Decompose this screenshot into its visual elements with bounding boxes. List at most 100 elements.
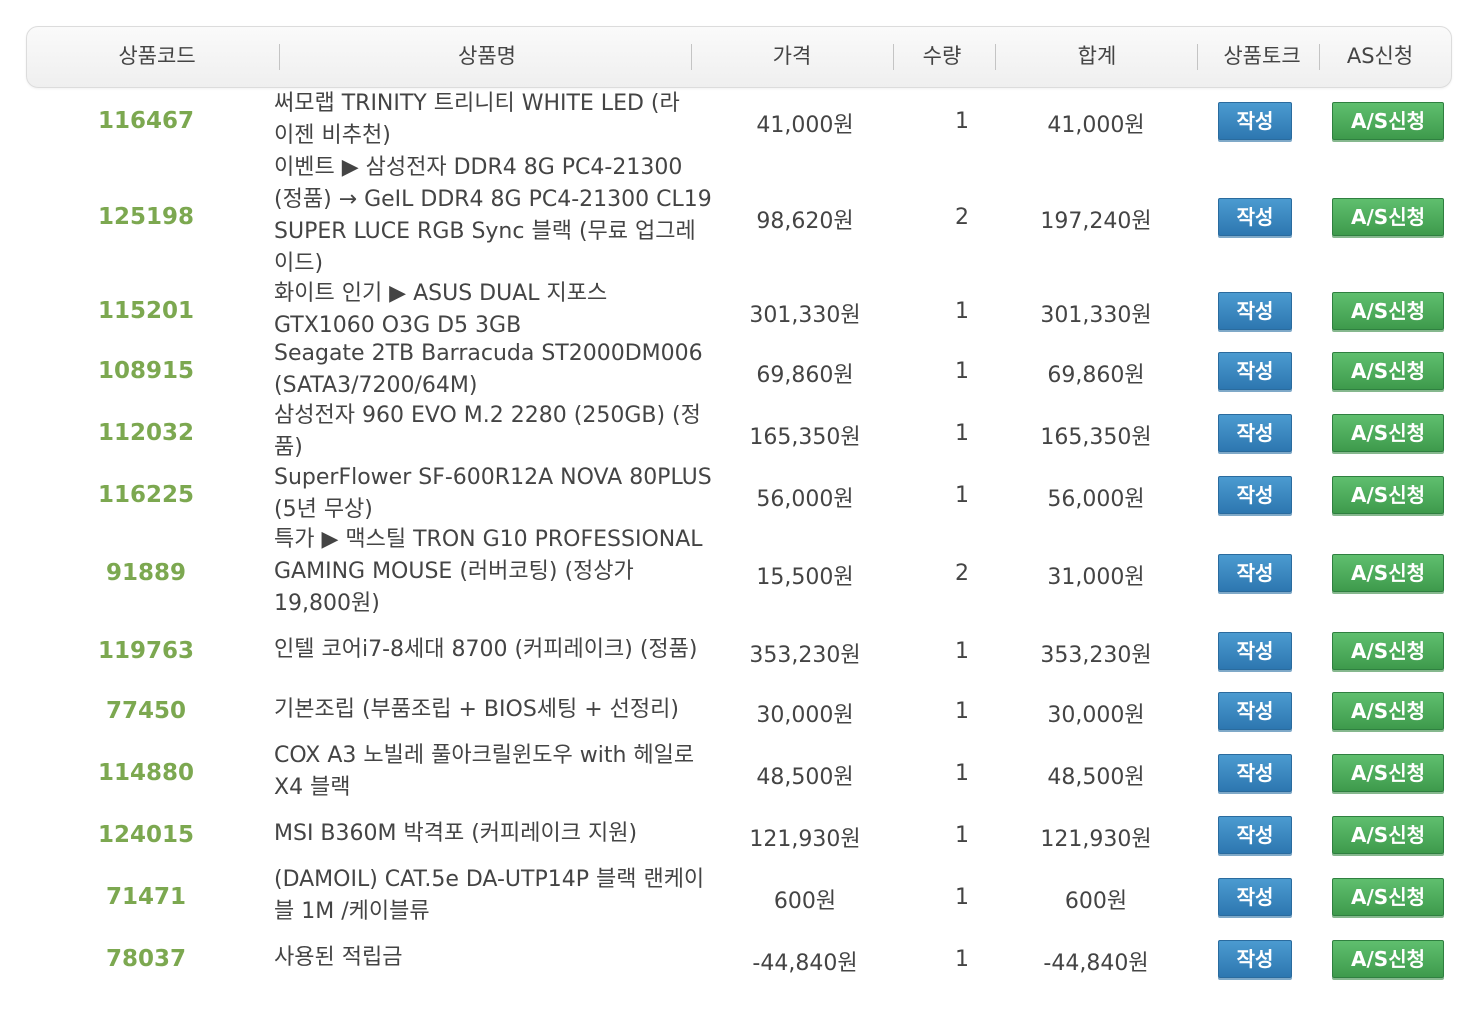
product-code[interactable]: 114880: [97, 760, 195, 786]
product-name-line: 품): [274, 435, 303, 460]
product-code[interactable]: 115201: [97, 298, 195, 324]
product-name-line: (DAMOIL) CAT.5e DA-UTP14P 블랙 랜케이: [274, 867, 705, 892]
write-review-button[interactable]: 작성: [1218, 352, 1292, 390]
product-code[interactable]: 124015: [97, 822, 195, 848]
as-request-button[interactable]: A/S신청: [1332, 102, 1444, 140]
product-name-line: 인텔 코어i7-8세대 8700 (커피레이크) (정품): [274, 637, 698, 662]
product-name-line: 이드): [274, 251, 324, 276]
write-review-button[interactable]: 작성: [1218, 632, 1292, 670]
header-divider: [1319, 44, 1320, 70]
as-request-button[interactable]: A/S신청: [1332, 692, 1444, 730]
product-name[interactable]: 이벤트 ▶ 삼성전자 DDR4 8G PC4-21300 (정품) → GeIL …: [274, 152, 724, 280]
line-total: 121,930원: [1040, 827, 1152, 852]
product-name[interactable]: SuperFlower SF-600R12A NOVA 80PLUS (5년 무상…: [274, 462, 724, 526]
product-name[interactable]: MSI B360M 박격포 (커피레이크 지원): [274, 818, 724, 850]
as-request-button[interactable]: A/S신청: [1332, 292, 1444, 330]
write-review-button[interactable]: 작성: [1218, 476, 1292, 514]
product-name[interactable]: 기본조립 (부품조립 + BIOS세팅 + 선정리): [274, 694, 724, 726]
write-review-button[interactable]: 작성: [1218, 414, 1292, 452]
line-total: -44,840원: [1043, 951, 1149, 976]
as-request-button[interactable]: A/S신청: [1332, 352, 1444, 390]
line-total: 197,240원: [1040, 209, 1152, 234]
product-name-line: GAMING MOUSE (러버코팅) (정상가: [274, 559, 634, 584]
product-name[interactable]: 특가 ▶ 맥스틸 TRON G10 PROFESSIONAL GAMING MOU…: [274, 524, 724, 620]
product-code[interactable]: 125198: [97, 204, 195, 230]
product-name-line: MSI B360M 박격포 (커피레이크 지원): [274, 821, 638, 846]
product-name-line: 사용된 적립금: [274, 945, 403, 970]
product-code[interactable]: 119763: [97, 638, 195, 664]
header-name: 상품명: [458, 44, 516, 68]
write-review-button[interactable]: 작성: [1218, 816, 1292, 854]
write-review-button[interactable]: 작성: [1218, 940, 1292, 978]
write-review-button[interactable]: 작성: [1218, 292, 1292, 330]
quantity: 1: [955, 761, 969, 786]
product-name-line: (5년 무상): [274, 497, 373, 522]
quantity: 1: [955, 885, 969, 910]
product-code[interactable]: 71471: [105, 884, 187, 910]
quantity: 2: [955, 561, 969, 586]
unit-price: 600원: [773, 889, 837, 914]
product-code[interactable]: 112032: [97, 420, 195, 446]
product-code[interactable]: 91889: [105, 560, 187, 586]
product-name-line: (정품) → GeIL DDR4 8G PC4-21300 CL19: [274, 187, 712, 212]
product-name[interactable]: COX A3 노빌레 풀아크릴윈도우 with 헤일로 X4 블랙: [274, 740, 724, 804]
write-review-button[interactable]: 작성: [1218, 198, 1292, 236]
header-divider: [893, 44, 894, 70]
product-code[interactable]: 78037: [105, 946, 187, 972]
product-name-line: 블 1M /케이블류: [274, 899, 430, 924]
unit-price: 165,350원: [749, 425, 861, 450]
quantity: 1: [955, 639, 969, 664]
header-divider: [691, 44, 692, 70]
product-name-line: SuperFlower SF-600R12A NOVA 80PLUS: [274, 465, 712, 490]
product-name[interactable]: 화이트 인기 ▶ ASUS DUAL 지포스 GTX1060 O3G D5 3GB: [274, 278, 724, 342]
as-request-button[interactable]: A/S신청: [1332, 476, 1444, 514]
write-review-button[interactable]: 작성: [1218, 692, 1292, 730]
product-name-line: Seagate 2TB Barracuda ST2000DM006: [274, 341, 703, 366]
product-name-line: X4 블랙: [274, 775, 351, 800]
line-total: 165,350원: [1040, 425, 1152, 450]
as-request-button[interactable]: A/S신청: [1332, 940, 1444, 978]
product-name[interactable]: 사용된 적립금: [274, 942, 724, 974]
header-price: 가격: [772, 44, 812, 68]
product-name-line: 이젠 비추천): [274, 123, 391, 148]
write-review-button[interactable]: 작성: [1218, 754, 1292, 792]
product-code[interactable]: 108915: [97, 358, 195, 384]
table-header: 상품코드 상품명 가격 수량 합계 상품토크 AS신청: [26, 26, 1452, 88]
as-request-button[interactable]: A/S신청: [1332, 632, 1444, 670]
quantity: 1: [955, 359, 969, 384]
quantity: 1: [955, 421, 969, 446]
unit-price: 41,000원: [756, 113, 854, 138]
product-name[interactable]: Seagate 2TB Barracuda ST2000DM006 (SATA3/…: [274, 338, 724, 402]
unit-price: 98,620원: [756, 209, 854, 234]
line-total: 69,860원: [1047, 363, 1145, 388]
header-divider: [1197, 44, 1198, 70]
product-name-line: 써모랩 TRINITY 트리니티 WHITE LED (라: [274, 91, 680, 116]
write-review-button[interactable]: 작성: [1218, 878, 1292, 916]
as-request-button[interactable]: A/S신청: [1332, 554, 1444, 592]
product-code[interactable]: 116467: [97, 108, 195, 134]
line-total: 353,230원: [1040, 643, 1152, 668]
product-name-line: 이벤트 ▶ 삼성전자 DDR4 8G PC4-21300: [274, 155, 683, 180]
product-name-line: 특가 ▶ 맥스틸 TRON G10 PROFESSIONAL: [274, 527, 703, 552]
product-name-line: 기본조립 (부품조립 + BIOS세팅 + 선정리): [274, 697, 679, 722]
quantity: 1: [955, 947, 969, 972]
write-review-button[interactable]: 작성: [1218, 554, 1292, 592]
as-request-button[interactable]: A/S신청: [1332, 816, 1444, 854]
as-request-button[interactable]: A/S신청: [1332, 878, 1444, 916]
as-request-button[interactable]: A/S신청: [1332, 414, 1444, 452]
product-code[interactable]: 77450: [105, 698, 187, 724]
as-request-button[interactable]: A/S신청: [1332, 198, 1444, 236]
as-request-button[interactable]: A/S신청: [1332, 754, 1444, 792]
line-total: 56,000원: [1047, 487, 1145, 512]
write-review-button[interactable]: 작성: [1218, 102, 1292, 140]
product-name-line: GTX1060 O3G D5 3GB: [274, 313, 522, 338]
line-total: 30,000원: [1047, 703, 1145, 728]
product-name-line: SUPER LUCE RGB Sync 블랙 (무료 업그레: [274, 219, 696, 244]
line-total: 31,000원: [1047, 565, 1145, 590]
product-name[interactable]: 삼성전자 960 EVO M.2 2280 (250GB) (정 품): [274, 400, 724, 464]
product-code[interactable]: 116225: [97, 482, 195, 508]
product-name-line: COX A3 노빌레 풀아크릴윈도우 with 헤일로: [274, 743, 695, 768]
product-name[interactable]: 인텔 코어i7-8세대 8700 (커피레이크) (정품): [274, 634, 724, 666]
